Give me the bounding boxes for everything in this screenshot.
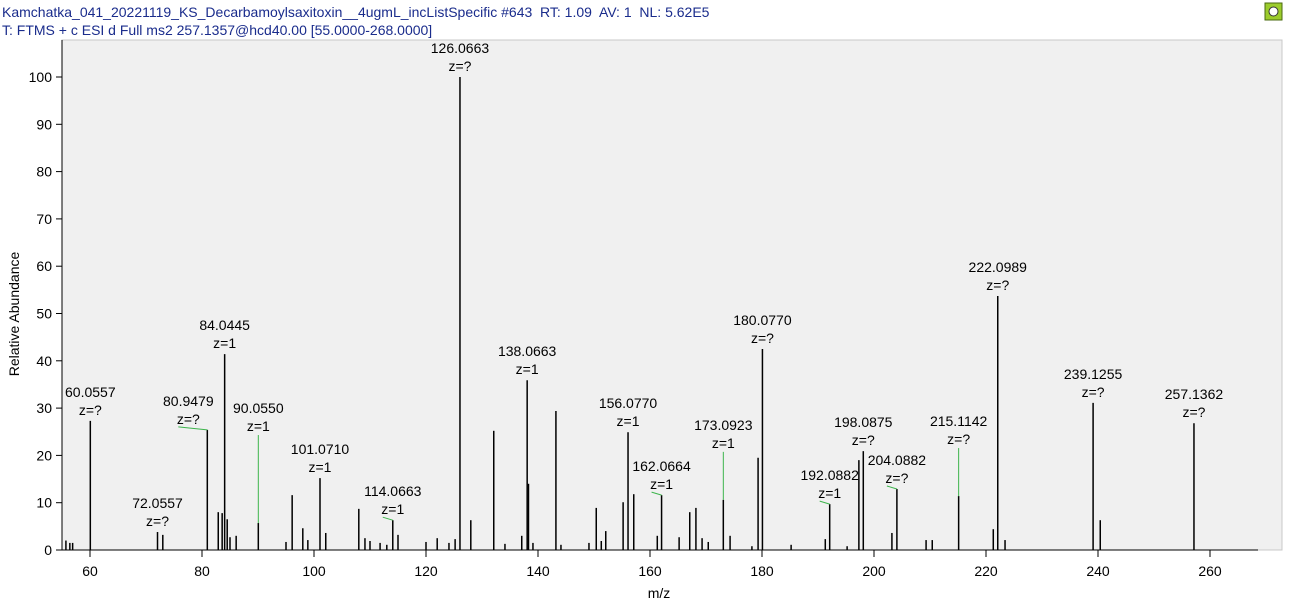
y-tick-label: 80 xyxy=(36,164,52,180)
x-tick-label: 220 xyxy=(974,563,998,579)
x-tick-label: 260 xyxy=(1198,563,1222,579)
peak-label: 162.0664 xyxy=(632,458,691,474)
peak-label: 60.0557 xyxy=(65,384,116,400)
charge-label: z=? xyxy=(751,330,774,346)
leader-line xyxy=(886,485,898,490)
x-tick-label: 120 xyxy=(414,563,438,579)
peak-label: 239.1255 xyxy=(1064,366,1123,382)
charge-label: z=1 xyxy=(818,485,841,501)
x-tick-label: 200 xyxy=(862,563,886,579)
y-tick-label: 10 xyxy=(36,495,52,511)
peak-label: 90.0550 xyxy=(233,400,284,416)
peak-label: 126.0663 xyxy=(431,40,490,56)
pin-glyph xyxy=(1268,6,1279,17)
charge-label: z=? xyxy=(146,513,169,529)
y-tick-label: 40 xyxy=(36,353,52,369)
peak-label: 138.0663 xyxy=(498,343,557,359)
charge-label: z=1 xyxy=(247,418,270,434)
peak-label: 173.0923 xyxy=(694,417,753,433)
charge-label: z=1 xyxy=(516,361,539,377)
charge-label: z=1 xyxy=(712,435,735,451)
peak-label: 198.0875 xyxy=(834,414,893,430)
leader-line xyxy=(178,426,208,431)
peak-label: 114.0663 xyxy=(364,483,422,499)
peak-label: 84.0445 xyxy=(199,317,250,333)
x-tick-label: 60 xyxy=(82,563,98,579)
x-tick-label: 100 xyxy=(302,563,326,579)
y-tick-label: 30 xyxy=(36,400,52,416)
subtitle: T: FTMS + c ESI d Full ms2 257.1357@hcd4… xyxy=(2,22,432,38)
charge-label: z=1 xyxy=(650,476,673,492)
peak-label: 222.0989 xyxy=(969,259,1028,275)
x-tick-label: 160 xyxy=(638,563,662,579)
leader-line xyxy=(651,491,662,496)
charge-label: z=? xyxy=(1182,404,1205,420)
x-tick-label: 80 xyxy=(194,563,210,579)
charge-label: z=1 xyxy=(213,335,236,351)
charge-label: z=? xyxy=(852,432,875,448)
x-tick-label: 140 xyxy=(526,563,550,579)
peak-label: 156.0770 xyxy=(599,395,658,411)
charge-label: z=1 xyxy=(381,501,404,517)
y-tick-label: 20 xyxy=(36,447,52,463)
pin-icon[interactable] xyxy=(1264,2,1283,21)
peak-label: 80.9479 xyxy=(163,393,214,409)
x-tick-label: 240 xyxy=(1086,563,1110,579)
y-tick-label: 90 xyxy=(36,116,52,132)
y-axis-label: Relative Abundance xyxy=(6,252,22,377)
y-tick-label: 100 xyxy=(29,69,53,85)
charge-label: z=? xyxy=(177,411,200,427)
charge-label: z=? xyxy=(79,402,102,418)
peak-label: 101.0710 xyxy=(291,441,350,457)
charge-label: z=? xyxy=(885,470,908,486)
leader-line xyxy=(382,516,393,521)
leader-line xyxy=(819,500,830,505)
y-tick-label: 50 xyxy=(36,306,52,322)
x-axis-label: m/z xyxy=(648,585,671,601)
peak-label: 180.0770 xyxy=(733,312,792,328)
y-tick-label: 0 xyxy=(44,542,52,558)
charge-label: z=? xyxy=(986,277,1009,293)
title: Kamchatka_041_20221119_KS_Decarbamoylsax… xyxy=(2,4,710,20)
peak-label: 192.0882 xyxy=(800,467,859,483)
plot-area xyxy=(61,39,1283,551)
y-tick-label: 70 xyxy=(36,211,52,227)
peak-label: 215.1142 xyxy=(930,413,988,429)
charge-label: z=? xyxy=(1082,384,1105,400)
x-tick-label: 180 xyxy=(750,563,774,579)
peak-label: 204.0882 xyxy=(868,452,927,468)
peak-label: 257.1362 xyxy=(1165,386,1224,402)
charge-label: z=? xyxy=(448,58,471,74)
charge-label: z=1 xyxy=(309,459,332,475)
y-tick-label: 60 xyxy=(36,258,52,274)
charge-label: z=? xyxy=(947,431,970,447)
charge-label: z=1 xyxy=(617,413,640,429)
peak-label: 72.0557 xyxy=(132,495,183,511)
